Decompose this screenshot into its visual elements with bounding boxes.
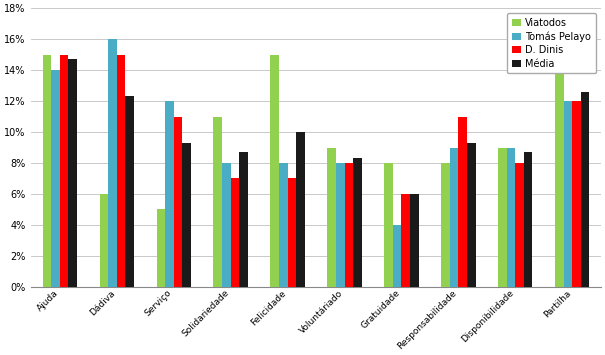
Bar	[125, 97, 134, 287]
Legend: Viatodos, Tomás Pelayo, D. Dinis, Média: Viatodos, Tomás Pelayo, D. Dinis, Média	[507, 13, 596, 73]
Bar	[410, 194, 419, 287]
Bar	[51, 70, 60, 287]
Bar	[327, 148, 336, 287]
Bar	[42, 55, 51, 287]
Bar	[507, 148, 515, 287]
Bar	[279, 163, 287, 287]
Bar	[499, 148, 507, 287]
Bar	[222, 163, 231, 287]
Bar	[336, 163, 344, 287]
Bar	[450, 148, 459, 287]
Bar	[270, 55, 279, 287]
Bar	[524, 152, 532, 287]
Bar	[402, 194, 410, 287]
Bar	[515, 163, 524, 287]
Bar	[353, 158, 362, 287]
Bar	[165, 101, 174, 287]
Bar	[384, 163, 393, 287]
Bar	[60, 55, 68, 287]
Bar	[564, 101, 572, 287]
Bar	[182, 143, 191, 287]
Bar	[555, 70, 564, 287]
Bar	[68, 59, 77, 287]
Bar	[581, 92, 589, 287]
Bar	[393, 225, 402, 287]
Bar	[287, 179, 296, 287]
Bar	[174, 116, 182, 287]
Bar	[467, 143, 476, 287]
Bar	[231, 179, 239, 287]
Bar	[117, 55, 125, 287]
Bar	[157, 209, 165, 287]
Bar	[572, 101, 581, 287]
Bar	[239, 152, 247, 287]
Bar	[344, 163, 353, 287]
Bar	[441, 163, 450, 287]
Bar	[100, 194, 108, 287]
Bar	[214, 116, 222, 287]
Bar	[108, 39, 117, 287]
Bar	[296, 132, 305, 287]
Bar	[459, 116, 467, 287]
